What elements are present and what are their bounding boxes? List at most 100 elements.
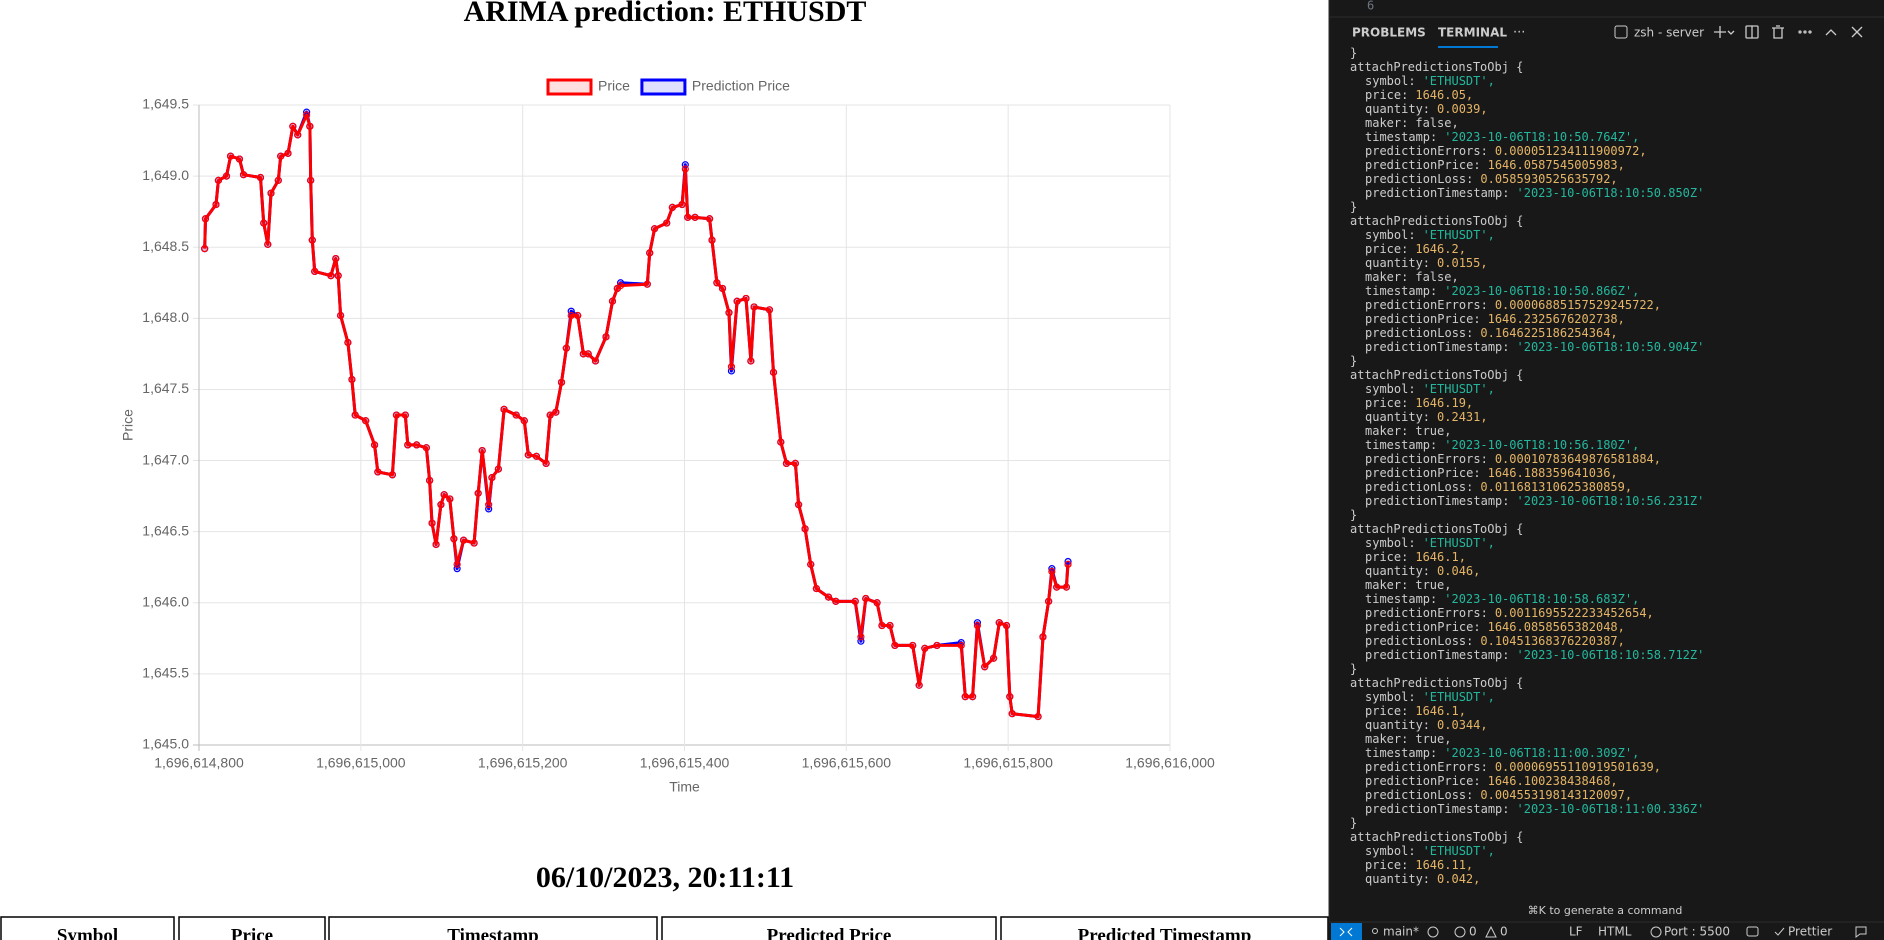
eol[interactable]: LF	[1569, 925, 1583, 939]
data-point	[440, 491, 448, 499]
terminal-value: '2023-10-06T18:11:00.336Z'	[1517, 802, 1705, 816]
dropdown-icon[interactable]	[1727, 30, 1735, 35]
column-header: Timestamp	[447, 925, 538, 940]
data-point	[546, 411, 554, 419]
data-point	[650, 225, 659, 233]
maximize-icon[interactable]	[1825, 29, 1837, 36]
data-point	[348, 375, 356, 384]
data-point	[422, 444, 430, 452]
terminal-value: 0.000051234111900972,	[1495, 144, 1647, 158]
terminal-line: attachPredictionsToObj {	[1350, 830, 1523, 844]
terminal-value: '2023-10-06T18:10:50.904Z'	[1517, 340, 1705, 354]
terminal-value: 0.00010783649876581884,	[1495, 452, 1661, 466]
terminal-value: false,	[1415, 116, 1458, 130]
branch-icon	[1372, 928, 1378, 934]
data-point	[782, 459, 791, 467]
web-page	[0, 0, 1329, 940]
terminal-line: }	[1350, 816, 1357, 830]
branch[interactable]: main*	[1383, 925, 1419, 939]
terminal-key: predictionPrice:	[1365, 158, 1481, 172]
column-header: Predicted Timestamp	[1078, 925, 1252, 940]
notification-icon[interactable]	[1855, 926, 1867, 938]
data-point	[303, 111, 311, 119]
terminal-line: quantity: 0.0344,	[1365, 718, 1488, 732]
terminal-key: }	[1350, 662, 1357, 676]
terminal-line: symbol: 'ETHUSDT',	[1365, 382, 1495, 396]
data-point	[214, 176, 223, 184]
x-tick-label: 1,696,615,400	[640, 755, 730, 771]
menu-dot	[1803, 30, 1807, 34]
warning-count[interactable]: 0	[1500, 925, 1508, 939]
terminal-key: }	[1350, 354, 1357, 368]
y-tick-label: 1,646.0	[142, 593, 189, 609]
data-point	[727, 363, 736, 371]
data-point	[733, 297, 741, 305]
terminal-key: predictionPrice:	[1365, 620, 1481, 634]
terminal-line: timestamp: '2023-10-06T18:10:50.866Z',	[1365, 284, 1639, 298]
data-point	[851, 597, 859, 605]
data-point	[713, 279, 721, 287]
tab[interactable]: PROBLEMS	[1352, 26, 1426, 40]
data-point	[718, 284, 727, 293]
data-point	[512, 411, 520, 419]
add-icon[interactable]	[1714, 26, 1726, 38]
terminal-line: timestamp: '2023-10-06T18:10:50.764Z',	[1365, 130, 1639, 144]
terminal-key: timestamp:	[1365, 746, 1437, 760]
menu-dot[interactable]	[1798, 30, 1802, 34]
legend-swatch	[640, 78, 687, 96]
terminal-line: price: 1646.2,	[1365, 242, 1466, 256]
data-point	[478, 447, 486, 455]
data-point	[532, 452, 541, 460]
terminal-key: predictionTimestamp:	[1365, 648, 1510, 662]
copilot-icon[interactable]	[1746, 926, 1759, 937]
check-icon	[1774, 927, 1785, 936]
terminal-line: }	[1350, 662, 1357, 676]
tab[interactable]: TERMINAL	[1438, 26, 1507, 40]
data-point	[294, 131, 302, 139]
terminal-line: predictionTimestamp: '2023-10-06T18:10:56…	[1365, 494, 1704, 508]
data-point	[1062, 583, 1071, 591]
data-point	[494, 465, 502, 473]
y-axis-label: Price	[120, 409, 136, 441]
terminal-value: 1646.11,	[1415, 858, 1473, 872]
remote-button[interactable]	[1331, 923, 1362, 940]
data-point	[794, 501, 803, 509]
sync-icon[interactable]	[1427, 926, 1439, 938]
terminal-line: predictionPrice: 1646.2325676202738,	[1365, 312, 1625, 326]
data-point	[542, 459, 550, 467]
data-point	[500, 405, 508, 413]
data-point	[909, 641, 917, 650]
terminal-value: 0.0344,	[1437, 718, 1488, 732]
data-point	[602, 333, 610, 341]
data-point	[413, 441, 421, 449]
data-point	[337, 311, 345, 320]
data-point	[488, 474, 496, 482]
data-point	[1008, 710, 1016, 718]
data-point	[990, 654, 998, 662]
formatter[interactable]: Prettier	[1788, 925, 1832, 939]
shell-selector[interactable]: zsh - server	[1634, 26, 1704, 40]
terminal-value: true,	[1415, 732, 1451, 746]
terminal-line: price: 1646.1,	[1365, 704, 1466, 718]
data-point	[374, 468, 382, 476]
data-point	[289, 122, 297, 130]
data-point	[1006, 693, 1014, 701]
terminal-line: timestamp: '2023-10-06T18:10:56.180Z',	[1365, 438, 1639, 452]
column-header: Symbol	[57, 925, 118, 940]
live-server[interactable]: Port : 5500	[1664, 925, 1730, 939]
x-axis-label: Time	[669, 779, 700, 795]
data-point	[777, 438, 785, 446]
data-point	[832, 597, 840, 605]
more-button[interactable]: ···	[1513, 26, 1525, 41]
data-point	[222, 172, 231, 180]
terminal-value: 0.0585930525635792,	[1480, 172, 1617, 186]
data-point	[267, 189, 275, 197]
terminal-key: }	[1350, 200, 1357, 214]
error-icon	[1454, 926, 1466, 938]
language[interactable]: HTML	[1598, 925, 1632, 939]
close-icon[interactable]	[1851, 26, 1863, 38]
data-point	[428, 519, 436, 527]
terminal-key: timestamp:	[1365, 130, 1437, 144]
error-count[interactable]: 0	[1469, 925, 1477, 939]
trash-icon[interactable]	[1772, 25, 1784, 39]
